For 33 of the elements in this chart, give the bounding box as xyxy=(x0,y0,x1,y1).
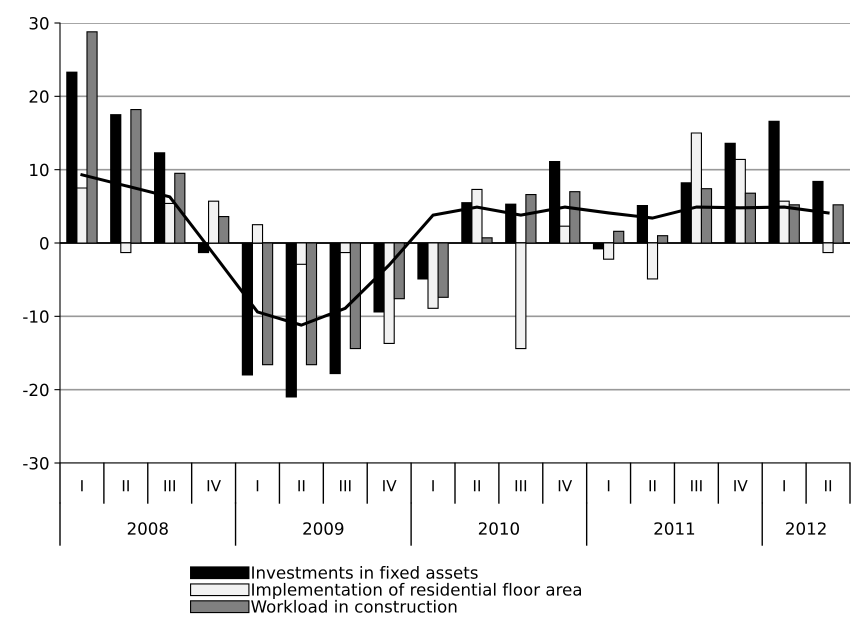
x-tick-label: I xyxy=(608,480,610,492)
x-tick-label: IV xyxy=(208,480,221,492)
y-tick-label: -20 xyxy=(23,384,48,396)
x-tick-label: II xyxy=(825,480,832,492)
x-tick-label: III xyxy=(164,480,175,492)
y-tick-label: 30 xyxy=(30,16,48,30)
text: 2009 xyxy=(303,522,344,535)
y-tick-label: -10 xyxy=(23,310,48,323)
x-tick-label: IV xyxy=(383,480,397,492)
y-tick-label: 10 xyxy=(30,164,48,176)
x-tick-label: III xyxy=(691,480,702,492)
legend-label: Workload in construction xyxy=(251,600,456,613)
text: 2012 xyxy=(786,522,826,535)
y-tick-label: 0 xyxy=(40,236,48,250)
legend-label: Investments in fixed assets xyxy=(252,566,478,579)
x-tick-label: II xyxy=(474,480,480,492)
x-tick-label: IV xyxy=(734,480,748,492)
x-tick-label: III xyxy=(516,480,526,492)
x-tick-label: II xyxy=(298,480,304,492)
y-tick-label: 20 xyxy=(30,90,48,103)
x-tick-label: III xyxy=(340,480,351,492)
y-tick-label: -30 xyxy=(23,456,48,470)
x-tick-label: I xyxy=(432,480,434,492)
text: 2011 xyxy=(654,522,694,535)
x-tick-label: II xyxy=(122,480,129,492)
x-tick-label: IV xyxy=(558,480,572,492)
x-tick-label: I xyxy=(81,480,83,492)
x-tick-label: II xyxy=(649,480,656,492)
legend-label: Implementation of residential floor area xyxy=(252,582,582,600)
x-tick-label: I xyxy=(783,480,785,492)
text: 2008 xyxy=(128,522,168,535)
text: 2010 xyxy=(478,522,519,535)
x-tick-label: I xyxy=(256,480,258,492)
